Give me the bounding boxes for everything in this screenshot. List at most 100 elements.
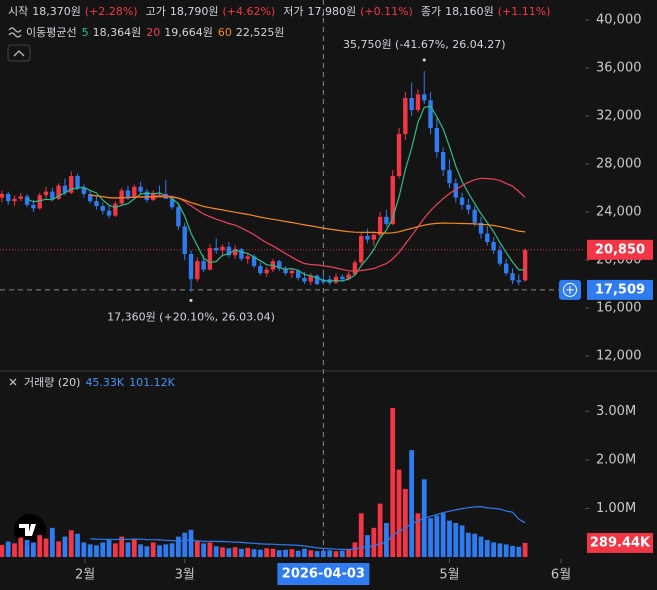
volume-bar bbox=[144, 546, 150, 557]
volume-bar bbox=[182, 532, 188, 557]
candle-body bbox=[346, 274, 351, 280]
volume-bar bbox=[478, 536, 484, 557]
volume-bar bbox=[314, 551, 320, 557]
candle-body bbox=[302, 277, 307, 282]
candle-body bbox=[466, 204, 471, 210]
candle-body bbox=[220, 246, 225, 251]
volume-ma-line bbox=[90, 505, 526, 551]
ma-legend-title: 이동평균선 bbox=[26, 26, 77, 39]
candle-body bbox=[352, 262, 358, 275]
candle-body bbox=[232, 249, 238, 256]
volume-bar bbox=[175, 536, 181, 557]
x-tick-label: 6월 bbox=[551, 568, 571, 583]
candle-body bbox=[31, 204, 36, 209]
y-tick-label: 32,000 bbox=[596, 109, 642, 124]
volume-bar bbox=[251, 549, 257, 557]
volume-bar bbox=[510, 545, 515, 557]
volume-bar bbox=[320, 550, 326, 557]
candle-body bbox=[377, 216, 383, 235]
candle-body bbox=[522, 249, 528, 281]
candle-body bbox=[176, 207, 181, 227]
candle-body bbox=[106, 210, 112, 216]
volume-bar bbox=[484, 540, 490, 557]
volume-bar bbox=[207, 542, 213, 557]
volume-tick-label: 3.00M bbox=[596, 404, 636, 419]
volume-bar bbox=[377, 503, 383, 557]
y-tick-label: 16,000 bbox=[596, 300, 642, 315]
candle-body bbox=[62, 185, 68, 193]
volume-bar bbox=[358, 513, 364, 557]
last-volume-badge bbox=[587, 532, 653, 553]
volume-legend: 거래량 (20) 45.33K 101.12K bbox=[24, 376, 176, 389]
volume-bar bbox=[339, 550, 345, 557]
candle-body bbox=[459, 197, 465, 205]
volume-bar bbox=[409, 450, 415, 557]
ma-line bbox=[90, 177, 526, 272]
ma-legend: 이동평균선 5 18,364원 20 19,664원 60 22,525원 bbox=[26, 26, 284, 39]
volume-bar bbox=[346, 549, 352, 557]
candle-body bbox=[24, 196, 30, 205]
candle-body bbox=[119, 190, 124, 204]
candle-body bbox=[226, 246, 232, 256]
candle-body bbox=[295, 270, 301, 278]
candle-body bbox=[258, 265, 263, 274]
volume-bar bbox=[12, 543, 17, 557]
volume-bar bbox=[516, 546, 522, 557]
ohlc-change: (+2.28%) bbox=[85, 5, 138, 18]
crosshair-date-label: 2026-04-03 bbox=[282, 567, 365, 582]
candle-body bbox=[415, 94, 421, 111]
candle-body bbox=[18, 196, 24, 199]
volume-bar bbox=[503, 544, 509, 557]
candle-body bbox=[100, 205, 105, 211]
volume-bar bbox=[169, 543, 175, 557]
volume-bar bbox=[5, 541, 11, 557]
volume-bar bbox=[125, 542, 131, 557]
volume-bar bbox=[119, 536, 125, 557]
candle-body bbox=[384, 216, 389, 224]
ohlc-label: 시작 bbox=[8, 5, 28, 18]
volume-bar bbox=[87, 544, 93, 557]
volume-bar bbox=[213, 546, 219, 557]
volume-bar bbox=[106, 540, 112, 557]
candle-body bbox=[447, 170, 452, 184]
collapse-icon bbox=[13, 50, 25, 57]
close-icon[interactable] bbox=[9, 378, 17, 386]
collapse-button[interactable] bbox=[7, 44, 31, 62]
layer-marks bbox=[0, 71, 528, 557]
candle-body bbox=[125, 190, 131, 198]
volume-bar bbox=[402, 489, 408, 557]
x-tick-label: 3월 bbox=[175, 568, 195, 583]
candle-body bbox=[409, 98, 414, 111]
ohlc-value: 17,980원 bbox=[307, 5, 356, 18]
candle-body bbox=[56, 185, 61, 199]
volume-bar bbox=[18, 537, 24, 557]
volume-bar bbox=[131, 538, 137, 557]
volume-bar bbox=[371, 527, 377, 557]
volume-bar bbox=[157, 545, 162, 557]
volume-bar bbox=[220, 547, 225, 557]
ma-value: 22,525원 bbox=[236, 26, 285, 39]
candle-body bbox=[478, 222, 484, 234]
volume-tick-label: 1.00M bbox=[596, 501, 636, 516]
candle-body bbox=[510, 273, 515, 281]
ohlc-change: (+0.11%) bbox=[360, 5, 413, 18]
candle-body bbox=[289, 270, 295, 274]
candle-body bbox=[132, 186, 137, 198]
candle-body bbox=[201, 261, 206, 270]
volume-bar bbox=[472, 533, 478, 557]
candle-body bbox=[138, 186, 143, 192]
volume-bar bbox=[62, 536, 68, 557]
volume-legend-title: 거래량 (20) bbox=[24, 376, 80, 389]
volume-bar bbox=[37, 535, 43, 557]
volume-bar bbox=[384, 523, 389, 557]
volume-bar bbox=[295, 550, 301, 557]
x-tick-label: 5월 bbox=[439, 568, 459, 583]
candle-body bbox=[43, 191, 49, 196]
volume-legend-value: 101.12K bbox=[129, 376, 175, 389]
volume-bar bbox=[333, 551, 339, 557]
volume-bar bbox=[226, 548, 232, 557]
volume-bar bbox=[434, 515, 440, 557]
candle-body bbox=[453, 183, 458, 198]
